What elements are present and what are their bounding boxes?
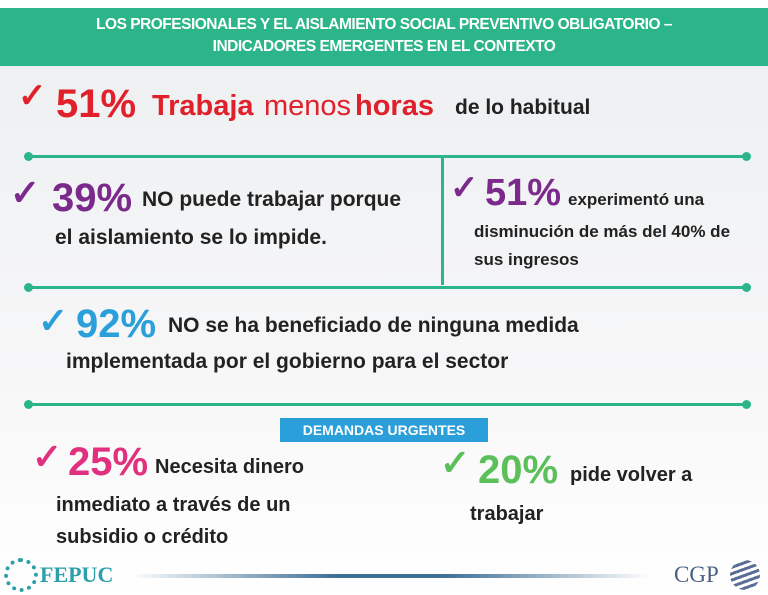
stat-text: experimentó una — [568, 190, 705, 209]
stat-text: NO se ha beneficiado de ninguna medida — [168, 314, 579, 337]
fepuc-logo: FEPUC — [40, 562, 114, 587]
check-icon: ✓ — [38, 300, 69, 341]
stat-text: el aislamiento se lo impide. — [55, 226, 327, 249]
stat-pct: 92% — [76, 302, 157, 346]
divider-dot — [742, 283, 751, 292]
stat-pct: 39% — [52, 176, 133, 220]
check-icon: ✓ — [10, 172, 41, 213]
title-line-2: INDICADORES EMERGENTES EN EL CONTEXTO — [212, 38, 556, 55]
background — [0, 66, 768, 595]
stat-text: de lo habitual — [455, 96, 591, 119]
stat-pct: 25% — [68, 440, 149, 484]
stat-pct: 20% — [478, 448, 559, 492]
stat-word: Trabaja — [152, 90, 254, 122]
divider — [28, 403, 748, 406]
cgp-logo-icon — [730, 560, 760, 590]
divider-dot — [24, 283, 33, 292]
cgp-logo: CGP — [674, 562, 719, 587]
check-icon: ✓ — [450, 169, 479, 207]
stat-word: horas — [355, 90, 434, 122]
stat-text: NO puede trabajar porque — [142, 188, 402, 211]
check-icon: ✓ — [32, 436, 63, 477]
stat-pct: 51% — [56, 82, 137, 126]
stat-text: disminución de más del 40% de — [474, 222, 731, 241]
divider-dot — [742, 152, 751, 161]
stat-text: subsidio o crédito — [56, 526, 229, 548]
divider-dot — [742, 400, 751, 409]
footer-line — [130, 574, 650, 578]
stat-text: inmediato a través de un — [56, 494, 291, 516]
stat-text: sus ingresos — [474, 250, 579, 269]
divider — [28, 286, 748, 289]
stat-text: pide volver a — [570, 464, 693, 486]
check-icon: ✓ — [440, 442, 471, 483]
demandas-urgentes-badge: DEMANDAS URGENTES — [280, 418, 488, 442]
fepuc-logo-icon — [4, 558, 38, 592]
title-banner: LOS PROFESIONALES Y EL AISLAMIENTO SOCIA… — [0, 8, 768, 66]
divider-dot — [24, 152, 33, 161]
divider-dot — [24, 400, 33, 409]
vertical-divider — [441, 157, 444, 285]
stat-pct: 51% — [485, 172, 562, 214]
check-icon: ✓ — [18, 77, 47, 115]
divider — [28, 155, 748, 158]
title-line-1: LOS PROFESIONALES Y EL AISLAMIENTO SOCIA… — [96, 16, 672, 33]
stat-text: trabajar — [470, 503, 544, 525]
stat-word: menos — [264, 90, 352, 122]
stat-text: implementada por el gobierno para el sec… — [66, 350, 509, 373]
stat-text: Necesita dinero — [155, 456, 304, 478]
